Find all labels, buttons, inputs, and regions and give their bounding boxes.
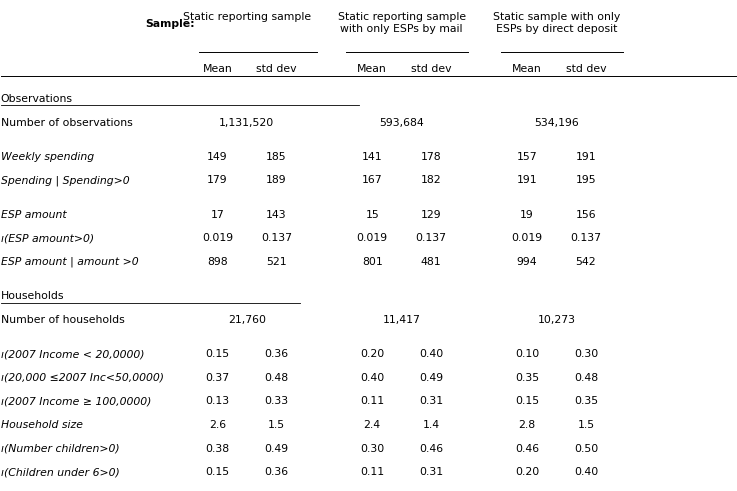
- Text: 0.46: 0.46: [515, 443, 539, 454]
- Text: 521: 521: [266, 257, 287, 267]
- Text: 0.40: 0.40: [419, 349, 443, 359]
- Text: 129: 129: [421, 210, 441, 220]
- Text: ı(Children under 6>0): ı(Children under 6>0): [1, 467, 119, 477]
- Text: 191: 191: [517, 175, 537, 186]
- Text: 0.11: 0.11: [360, 467, 384, 477]
- Text: 0.40: 0.40: [360, 373, 384, 383]
- Text: 0.38: 0.38: [206, 443, 229, 454]
- Text: 0.31: 0.31: [419, 396, 443, 407]
- Text: 0.137: 0.137: [416, 233, 447, 244]
- Text: ı(2007 Income ≥ 100,0000): ı(2007 Income ≥ 100,0000): [1, 396, 151, 407]
- Text: std dev: std dev: [411, 64, 451, 74]
- Text: 0.48: 0.48: [265, 373, 288, 383]
- Text: 0.15: 0.15: [515, 396, 539, 407]
- Text: 0.35: 0.35: [574, 396, 598, 407]
- Text: Spending | Spending>0: Spending | Spending>0: [1, 175, 130, 186]
- Text: 21,760: 21,760: [228, 315, 266, 325]
- Text: 0.137: 0.137: [261, 233, 292, 244]
- Text: 481: 481: [421, 257, 441, 267]
- Text: 0.15: 0.15: [206, 467, 229, 477]
- Text: 11,417: 11,417: [383, 315, 421, 325]
- Text: ESP amount: ESP amount: [1, 210, 66, 220]
- Text: std dev: std dev: [256, 64, 296, 74]
- Text: 149: 149: [207, 152, 228, 162]
- Text: ESP amount | amount >0: ESP amount | amount >0: [1, 257, 139, 267]
- Text: 185: 185: [266, 152, 287, 162]
- Text: 0.137: 0.137: [570, 233, 601, 244]
- Text: Households: Households: [1, 291, 64, 301]
- Text: 1,131,520: 1,131,520: [220, 117, 274, 128]
- Text: 189: 189: [266, 175, 287, 186]
- Text: Number of households: Number of households: [1, 315, 125, 325]
- Text: Number of observations: Number of observations: [1, 117, 133, 128]
- Text: Weekly spending: Weekly spending: [1, 152, 94, 162]
- Text: 0.13: 0.13: [206, 396, 229, 407]
- Text: 0.40: 0.40: [574, 467, 598, 477]
- Text: 178: 178: [421, 152, 441, 162]
- Text: 0.33: 0.33: [265, 396, 288, 407]
- Text: Static sample with only
ESPs by direct deposit: Static sample with only ESPs by direct d…: [493, 12, 620, 34]
- Text: 0.35: 0.35: [515, 373, 539, 383]
- Text: 10,273: 10,273: [537, 315, 576, 325]
- Text: 0.31: 0.31: [419, 467, 443, 477]
- Text: 0.30: 0.30: [360, 443, 384, 454]
- Text: 141: 141: [362, 152, 383, 162]
- Text: 0.11: 0.11: [360, 396, 384, 407]
- Text: 0.48: 0.48: [574, 373, 598, 383]
- Text: 0.36: 0.36: [265, 349, 288, 359]
- Text: Sample:: Sample:: [146, 20, 195, 29]
- Text: 157: 157: [517, 152, 537, 162]
- Text: 2.6: 2.6: [209, 420, 226, 430]
- Text: Static reporting sample
with only ESPs by mail: Static reporting sample with only ESPs b…: [338, 12, 466, 34]
- Text: 801: 801: [362, 257, 383, 267]
- Text: 1.5: 1.5: [268, 420, 285, 430]
- Text: ı(Number children>0): ı(Number children>0): [1, 443, 119, 454]
- Text: 2.8: 2.8: [518, 420, 536, 430]
- Text: 0.019: 0.019: [202, 233, 233, 244]
- Text: 2.4: 2.4: [363, 420, 381, 430]
- Text: 0.10: 0.10: [515, 349, 539, 359]
- Text: ı(ESP amount>0): ı(ESP amount>0): [1, 233, 94, 244]
- Text: 0.019: 0.019: [511, 233, 542, 244]
- Text: 1.5: 1.5: [577, 420, 595, 430]
- Text: Static reporting sample: Static reporting sample: [183, 12, 311, 22]
- Text: 17: 17: [211, 210, 224, 220]
- Text: 534,196: 534,196: [534, 117, 579, 128]
- Text: 0.20: 0.20: [515, 467, 539, 477]
- Text: 156: 156: [576, 210, 596, 220]
- Text: 898: 898: [207, 257, 228, 267]
- Text: 191: 191: [576, 152, 596, 162]
- Text: 0.019: 0.019: [357, 233, 388, 244]
- Text: 0.30: 0.30: [574, 349, 598, 359]
- Text: Mean: Mean: [357, 64, 387, 74]
- Text: 143: 143: [266, 210, 287, 220]
- Text: 19: 19: [520, 210, 534, 220]
- Text: 0.37: 0.37: [206, 373, 229, 383]
- Text: 0.49: 0.49: [265, 443, 288, 454]
- Text: Mean: Mean: [512, 64, 542, 74]
- Text: Observations: Observations: [1, 94, 73, 104]
- Text: ı(20,000 ≤2007 Inc<50,0000): ı(20,000 ≤2007 Inc<50,0000): [1, 373, 164, 383]
- Text: 195: 195: [576, 175, 596, 186]
- Text: 15: 15: [366, 210, 379, 220]
- Text: 0.36: 0.36: [265, 467, 288, 477]
- Text: 593,684: 593,684: [380, 117, 424, 128]
- Text: 0.49: 0.49: [419, 373, 443, 383]
- Text: Mean: Mean: [203, 64, 232, 74]
- Text: 0.15: 0.15: [206, 349, 229, 359]
- Text: 0.46: 0.46: [419, 443, 443, 454]
- Text: 542: 542: [576, 257, 596, 267]
- Text: ı(2007 Income < 20,0000): ı(2007 Income < 20,0000): [1, 349, 144, 359]
- Text: 179: 179: [207, 175, 228, 186]
- Text: Household size: Household size: [1, 420, 83, 430]
- Text: 167: 167: [362, 175, 383, 186]
- Text: 1.4: 1.4: [422, 420, 440, 430]
- Text: std dev: std dev: [566, 64, 606, 74]
- Text: 182: 182: [421, 175, 441, 186]
- Text: 0.20: 0.20: [360, 349, 384, 359]
- Text: 0.50: 0.50: [574, 443, 598, 454]
- Text: 994: 994: [517, 257, 537, 267]
